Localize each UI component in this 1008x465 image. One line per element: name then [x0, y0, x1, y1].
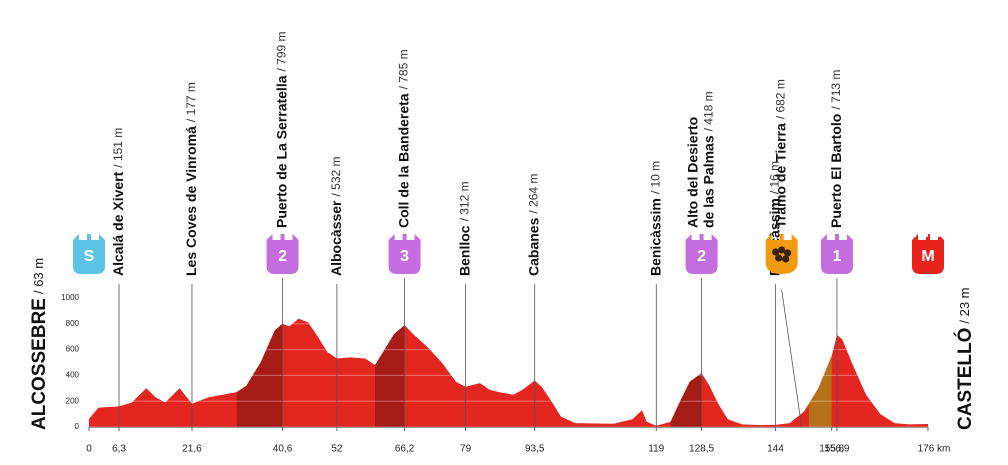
- badge-label: 3: [400, 248, 409, 265]
- waypoint-label: Puerto El Bartolo / 713 m: [828, 70, 844, 228]
- waypoint-label: Coll de la Bandereta / 785 m: [395, 49, 411, 228]
- waypoint-altitude: / 151 m: [111, 128, 125, 168]
- finish-checker: [937, 234, 940, 237]
- finish-checker: [925, 234, 928, 237]
- x-tick-label: 176 km: [918, 444, 951, 455]
- waypoint-altitude: / 785 m: [397, 49, 411, 89]
- x-tick-label: 79: [460, 444, 472, 455]
- waypoint-label: Puerto de La Serratella / 799 m: [273, 31, 289, 228]
- waypoint-altitude: / 10 m: [648, 161, 662, 194]
- badge-label: 2: [278, 248, 287, 265]
- waypoint-name: Les Coves de Vinromá: [183, 126, 199, 276]
- waypoint-name: Benlloc: [456, 225, 472, 276]
- climb-badge: 2: [266, 234, 299, 274]
- y-tick-label: 200: [66, 396, 80, 405]
- y-tick-label: 0: [75, 422, 80, 431]
- gravel-badge: [765, 234, 798, 274]
- finish-checker: [931, 237, 934, 240]
- badge-label: S: [84, 248, 95, 265]
- waypoint-altitude: / 312 m: [458, 181, 472, 221]
- waypoint-name: Puerto de La Serratella: [273, 75, 289, 228]
- finish-checker: [919, 237, 922, 240]
- waypoint-altitude: / 532 m: [329, 156, 343, 196]
- gravel-stone: [772, 248, 780, 256]
- x-tick-label: 144: [767, 444, 784, 455]
- gravel-stone: [784, 249, 792, 257]
- x-tick-label: 66,2: [395, 444, 415, 455]
- start-badge: S: [73, 234, 105, 274]
- climb-badge: 3: [388, 234, 421, 274]
- waypoint-label: Benlloc / 312 m: [456, 181, 472, 276]
- climb-section: [236, 318, 283, 427]
- badge-shape: [388, 234, 421, 274]
- badge-shape: [912, 234, 944, 274]
- waypoint-label: Cabanes / 264 m: [525, 174, 541, 276]
- badge-shape: [73, 234, 105, 274]
- waypoint-label: Alto del Desierto: [684, 117, 700, 228]
- waypoint-altitude: / 799 m: [275, 31, 289, 71]
- y-tick-label: 800: [66, 319, 80, 328]
- waypoint-label: Alcalá de Xivert / 151 m: [110, 128, 126, 276]
- gravel-stone: [778, 246, 786, 254]
- badge-shape: [685, 234, 718, 274]
- x-tick-label: 52: [331, 444, 343, 455]
- y-tick-label: 600: [66, 345, 80, 354]
- x-tick-label: 93,5: [525, 444, 545, 455]
- x-tick-label: 128,5: [689, 444, 714, 455]
- climb-section: [375, 318, 405, 427]
- waypoint-altitude: / 682 m: [774, 79, 788, 119]
- waypoint-name: Alto del Desierto: [684, 117, 700, 228]
- x-tick-label: 156,9: [824, 444, 849, 455]
- x-tick-label: 6,3: [112, 444, 126, 455]
- start-name: ALCOSSEBRE: [29, 298, 50, 430]
- waypoint-name: Tramo de Tierra: [772, 123, 788, 228]
- climb-badge: 1: [820, 234, 853, 274]
- x-tick-label: 40,6: [273, 444, 293, 455]
- badge-label: M: [921, 248, 934, 265]
- badge-label: 2: [697, 248, 706, 265]
- waypoint-line: [781, 289, 803, 428]
- waypoint-altitude: / 177 m: [184, 82, 198, 122]
- waypoint-altitude: / 16 m: [768, 161, 782, 194]
- start-alt: / 63 m: [31, 258, 46, 294]
- gravel-section: [808, 318, 832, 427]
- waypoint-label: Albocàsser / 532 m: [328, 156, 344, 276]
- badge-shape: [266, 234, 299, 274]
- finish-alt: / 23 m: [957, 287, 972, 323]
- elevation-area: [89, 318, 928, 427]
- climb-section: [670, 318, 702, 427]
- finish-checker: [913, 234, 916, 237]
- waypoint-name: Coll de la Bandereta: [395, 93, 411, 228]
- waypoint-name: Puerto El Bartolo: [828, 114, 844, 228]
- waypoint-name: Albocàsser: [328, 200, 344, 276]
- climb-badge: 2: [685, 234, 718, 274]
- waypoint-altitude: / 418 m: [702, 91, 716, 131]
- finish-badge: M: [912, 234, 944, 274]
- badge-shape: [820, 234, 853, 274]
- gravel-stone: [775, 254, 783, 262]
- y-tick-label: 1000: [61, 293, 79, 302]
- waypoint-name: Cabanes: [525, 217, 541, 276]
- waypoint-name: Benicàssim: [647, 198, 663, 276]
- x-tick-label: 119: [648, 444, 664, 455]
- start-label: ALCOSSEBRE / 63 m: [29, 258, 50, 430]
- gravel-stone: [782, 255, 790, 263]
- y-tick-label: 400: [66, 371, 80, 380]
- waypoint-label: Les Coves de Vinromá / 177 m: [183, 82, 199, 276]
- finish-name: CASTELLÓ: [954, 328, 976, 430]
- badge-label: 1: [832, 248, 841, 265]
- x-tick-label: 21,6: [182, 444, 202, 455]
- badge-shape: [765, 234, 798, 274]
- finish-label: CASTELLÓ / 23 m: [954, 287, 976, 430]
- waypoint-label: de las Palmas / 418 m: [700, 91, 716, 228]
- waypoint-altitude: / 713 m: [829, 70, 843, 110]
- waypoint-altitude: / 264 m: [527, 174, 541, 214]
- waypoint-label: Tramo de Tierra / 682 m: [772, 79, 788, 228]
- x-tick-label: 155,8: [819, 444, 844, 455]
- waypoint-label: Benicàssim / 10 m: [647, 161, 663, 276]
- x-tick-label: 0: [86, 444, 92, 455]
- waypoint-name: de las Palmas: [700, 135, 716, 228]
- waypoint-name: Alcalá de Xivert: [110, 171, 126, 276]
